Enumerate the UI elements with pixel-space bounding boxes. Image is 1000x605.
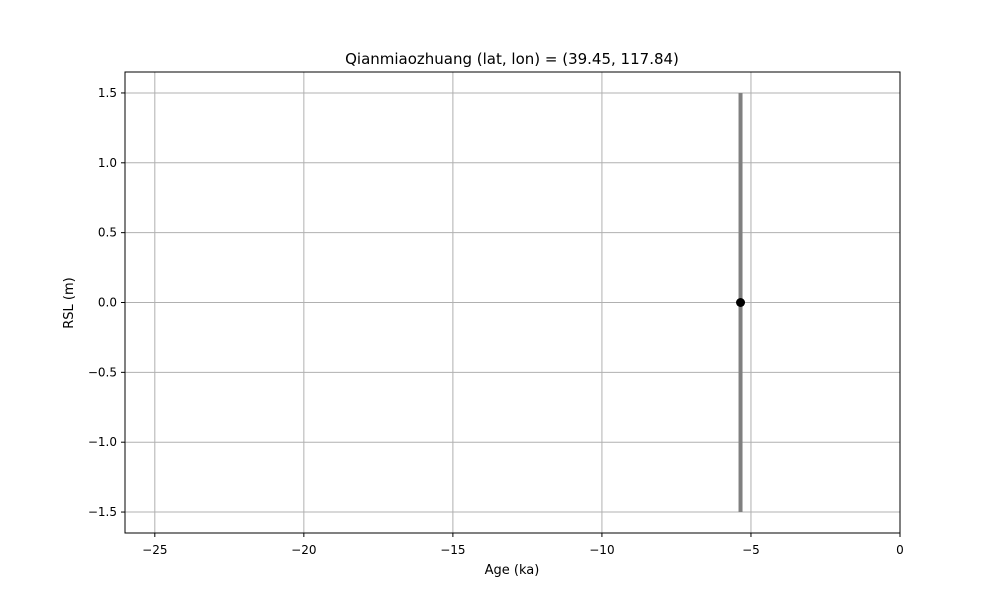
- x-ticks: −25 −20 −15 −10 −5 0: [142, 533, 904, 557]
- y-tick-label: 0.0: [98, 296, 117, 310]
- grid-lines: [125, 72, 901, 533]
- rsl-data-point: [736, 298, 746, 307]
- y-tick-label: 1.5: [98, 86, 117, 100]
- x-tick-label: −20: [291, 543, 316, 557]
- x-tick-label: −15: [440, 543, 465, 557]
- x-axis-label: Age (ka): [485, 563, 540, 578]
- y-tick-label: −1.0: [88, 435, 117, 449]
- y-ticks: 1.5 1.0 0.5 0.0 −0.5 −1.0 −1.5: [88, 86, 125, 519]
- chart-title: Qianmiaozhuang (lat, lon) = (39.45, 117.…: [345, 50, 679, 68]
- x-tick-label: 0: [896, 543, 904, 557]
- y-tick-label: 1.0: [98, 156, 117, 170]
- y-tick-label: −0.5: [88, 365, 117, 379]
- x-tick-label: −5: [742, 543, 760, 557]
- y-axis-label: RSL (m): [62, 277, 77, 328]
- y-tick-label: 0.5: [98, 226, 117, 240]
- y-tick-label: −1.5: [88, 505, 117, 519]
- x-tick-label: −10: [589, 543, 614, 557]
- x-tick-label: −25: [142, 543, 167, 557]
- data-points: [736, 298, 746, 307]
